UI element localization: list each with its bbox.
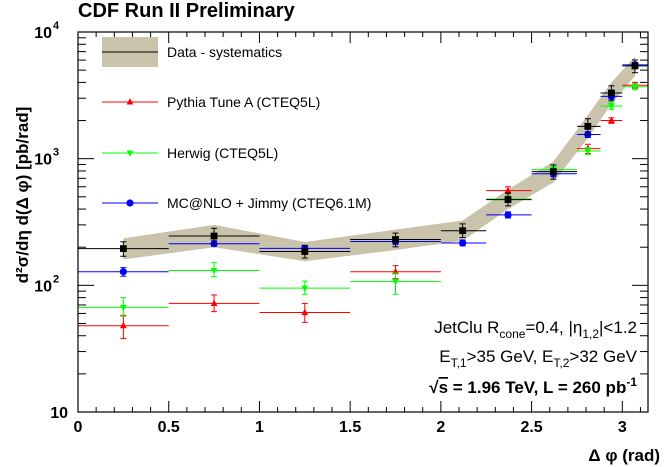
x-tick-label: 1.5	[339, 419, 361, 436]
data-point	[119, 304, 127, 312]
legend-marker	[126, 199, 134, 207]
legend-label: MC@NLO + Jimmy (CTEQ6.1M)	[167, 195, 371, 211]
data-point	[584, 148, 592, 155]
data-point	[459, 227, 467, 235]
legend-entry-0: Data - systematics	[102, 37, 282, 67]
data-point	[504, 186, 512, 194]
data-point	[119, 321, 127, 329]
legend: Data - systematics Pythia Tune A (CTEQ5L)…	[102, 37, 371, 211]
x-tick-label: 2	[436, 419, 445, 436]
data-point	[210, 299, 218, 306]
y-tick-label: 10	[34, 152, 52, 169]
data-point	[119, 268, 127, 276]
y-tick-label: 10	[34, 278, 52, 295]
annotation-energy-lumi: √s = 1.96 TeV, L = 260 pb-1	[429, 375, 637, 397]
x-tick-label: 2.5	[520, 419, 542, 436]
legend-entry-3: MC@NLO + Jimmy (CTEQ6.1M)	[102, 195, 371, 211]
data-point	[504, 196, 512, 204]
data-point	[504, 211, 512, 219]
legend-label: Data - systematics	[167, 44, 282, 60]
x-tick-label: 0.5	[158, 419, 180, 436]
x-tick-label: 1	[255, 419, 264, 436]
data-point	[210, 267, 218, 275]
x-tick-label: 0	[74, 419, 83, 436]
data-point	[608, 116, 615, 124]
data-point	[608, 103, 615, 111]
data-point	[392, 279, 399, 286]
series-layer	[78, 59, 648, 340]
annotation-jetclu: JetClu Rcone=0.4, |η1,2|<1.2	[434, 318, 637, 341]
legend-entry-1: Pythia Tune A (CTEQ5L)	[102, 94, 320, 110]
legend-marker	[126, 98, 134, 105]
data-point	[549, 168, 557, 176]
chart-title: CDF Run II Preliminary	[78, 0, 296, 22]
y-tick-label: 10	[50, 405, 68, 422]
data-point	[210, 232, 218, 240]
data-point	[119, 245, 127, 252]
legend-label: Pythia Tune A (CTEQ5L)	[167, 94, 320, 110]
legend-entry-2: Herwig (CTEQ5L)	[102, 145, 278, 161]
data-point	[584, 122, 592, 130]
data-point	[631, 62, 639, 70]
data-point	[301, 285, 309, 293]
annotation-et-cuts: ET,1>35 GeV, ET,2>32 GeV	[439, 347, 637, 370]
legend-label: Herwig (CTEQ5L)	[167, 145, 278, 161]
data-point	[608, 89, 615, 97]
plot-frame	[77, 31, 649, 413]
data-point	[301, 248, 309, 255]
y-tick-exponent: 4	[53, 20, 60, 32]
data-point	[631, 84, 639, 91]
x-tick-label: 3	[618, 419, 627, 436]
y-tick-exponent: 2	[53, 273, 59, 285]
y-tick-exponent: 3	[53, 147, 59, 159]
y-tick-label: 10	[34, 25, 52, 42]
data-point	[392, 236, 399, 243]
legend-marker	[126, 150, 134, 157]
series-0	[78, 59, 648, 259]
sqrt-sign: √	[429, 378, 439, 397]
annotation-block: JetClu Rcone=0.4, |η1,2|<1.2 ET,1>35 GeV…	[429, 318, 637, 397]
y-axis-label: d²σ/dη d(Δ φ) [pb/rad]	[13, 107, 32, 284]
data-point	[459, 239, 467, 247]
x-axis-label: Δ φ (rad)	[588, 446, 660, 465]
systematics-band-layer	[123, 56, 636, 262]
data-point	[301, 308, 309, 316]
systematics-band	[123, 56, 636, 262]
